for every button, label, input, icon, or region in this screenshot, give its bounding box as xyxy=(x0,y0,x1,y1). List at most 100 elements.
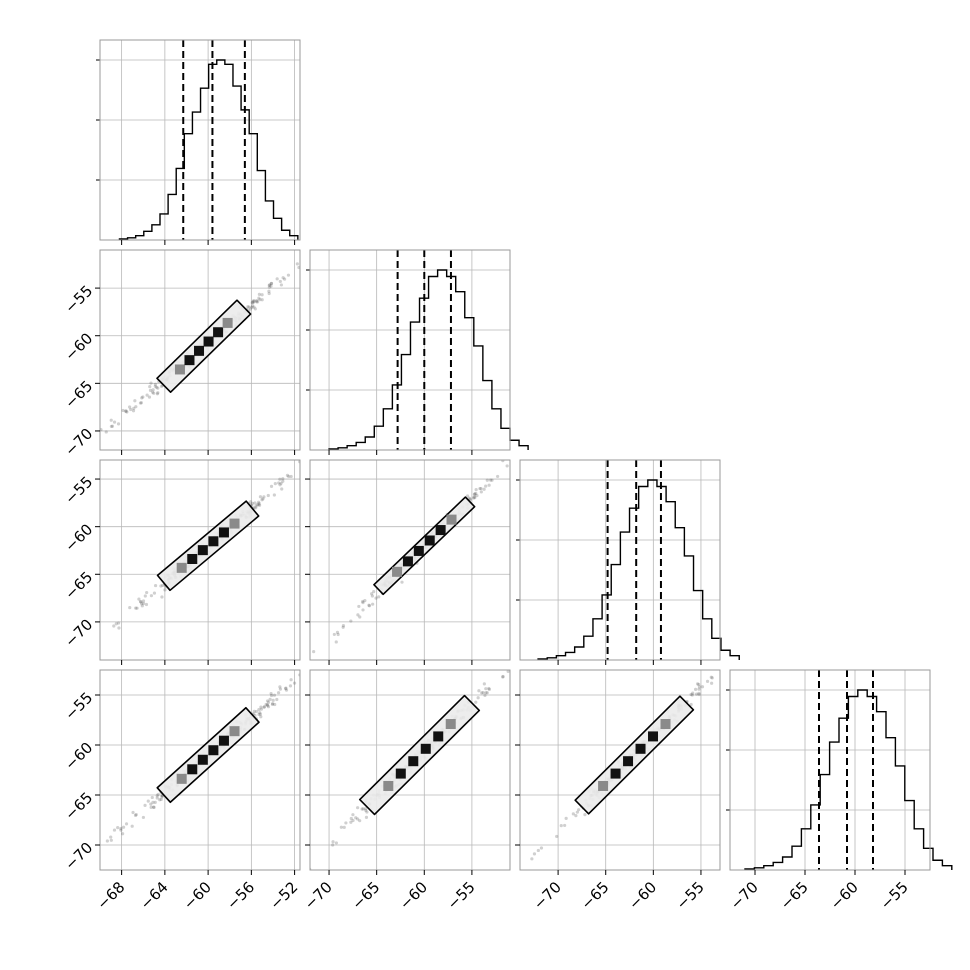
panel-frame-0-2 xyxy=(99,459,301,661)
scatter-point xyxy=(697,687,701,691)
scatter-point xyxy=(149,805,153,809)
scatter-point xyxy=(153,384,157,388)
scatter-point xyxy=(356,817,360,821)
scatter-point xyxy=(247,305,251,309)
scatter-point xyxy=(257,503,262,507)
scatter-point xyxy=(259,715,263,719)
scatter-point xyxy=(559,824,563,828)
scatter-point xyxy=(269,281,274,286)
scatter-point xyxy=(335,630,340,635)
scatter-point xyxy=(371,602,375,606)
scatter-point xyxy=(312,661,315,664)
scatter-point xyxy=(148,388,153,392)
scatter-point xyxy=(312,650,316,654)
scatter-point xyxy=(516,449,519,452)
histogram-panel-0 xyxy=(96,39,301,241)
scatter-point xyxy=(474,491,478,496)
scatter-point xyxy=(121,825,126,829)
scatter-point xyxy=(689,702,693,707)
scatter-point xyxy=(119,828,123,832)
scatter-point xyxy=(501,674,505,679)
scatter-point xyxy=(575,810,579,814)
scatter-point xyxy=(267,291,271,296)
density-cell-2-3-4 xyxy=(648,731,659,742)
scatter-point xyxy=(265,703,270,708)
scatter-point xyxy=(268,697,272,701)
histogram-panel-3 xyxy=(726,669,953,871)
scatter-point xyxy=(138,401,143,405)
scatter-point xyxy=(261,497,265,501)
scatter-point xyxy=(109,835,113,839)
scatter-point xyxy=(260,498,264,502)
scatter-point xyxy=(153,382,158,386)
scatter-point xyxy=(139,401,143,405)
scatter-point xyxy=(147,395,152,399)
scatter-point xyxy=(95,853,98,856)
ytick-label-1-3: −70 xyxy=(61,425,96,460)
density-cell-0-2-2 xyxy=(197,545,208,556)
scatter-clip-0-2 xyxy=(100,460,300,660)
scatter-point xyxy=(332,632,336,637)
scatter-point xyxy=(131,409,136,413)
scatter-point xyxy=(145,590,149,595)
scatter-point xyxy=(367,604,372,608)
scatter-point xyxy=(484,484,488,488)
scatter-point xyxy=(262,705,266,709)
histogram-steps-1 xyxy=(328,269,529,450)
scatter-point xyxy=(336,632,340,637)
scatter-point xyxy=(363,599,367,603)
scatter-point xyxy=(246,305,250,309)
panel-frame-0-1 xyxy=(99,249,301,451)
scatter-point xyxy=(285,473,290,477)
scatter-point xyxy=(272,493,276,497)
scatter-point xyxy=(269,284,273,288)
density-cell-1-3-5 xyxy=(445,719,456,730)
xtick-label-0-2: −60 xyxy=(180,878,215,913)
density-cell-0-3-2 xyxy=(197,754,208,765)
scatter-point xyxy=(252,299,256,304)
ytick-label-2-1: −60 xyxy=(61,520,96,555)
density-cell-1-3-3 xyxy=(420,743,431,754)
panel-frame-1-2 xyxy=(309,459,511,661)
scatter-point xyxy=(487,686,491,691)
scatter-point xyxy=(709,675,713,679)
scatter-point xyxy=(349,820,353,824)
scatter-point xyxy=(472,492,477,496)
scatter-point xyxy=(140,602,144,606)
scatter-point xyxy=(260,293,264,297)
density-cell-1-2-1 xyxy=(402,556,413,567)
scatter-point xyxy=(252,709,256,713)
scatter-point xyxy=(112,828,117,832)
scatter-point xyxy=(351,813,355,817)
scatter-point xyxy=(278,483,282,487)
scatter-point xyxy=(691,691,695,695)
scatter-point xyxy=(131,810,135,815)
scatter-point xyxy=(134,405,138,409)
scatter-point xyxy=(152,591,157,595)
scatter-point xyxy=(271,701,275,706)
scatter-point xyxy=(159,797,163,802)
scatter-point xyxy=(363,807,368,811)
histogram-panel-2 xyxy=(516,459,740,661)
scatter-point xyxy=(361,600,365,605)
density-cell-0-3-4 xyxy=(218,735,229,746)
scatter-point xyxy=(255,300,260,304)
scatter-point xyxy=(400,580,404,584)
scatter-point xyxy=(121,408,125,413)
scatter-point xyxy=(280,487,284,491)
scatter-point xyxy=(124,409,128,413)
scatter-point xyxy=(468,497,472,501)
scatter-point xyxy=(374,596,378,600)
density-cell-1-2-0 xyxy=(392,566,403,577)
scatter-point xyxy=(258,712,262,716)
scatter-point xyxy=(361,599,365,604)
scatter-point xyxy=(254,506,258,510)
density-cell-2-3-1 xyxy=(610,768,621,779)
scatter-point xyxy=(349,816,353,821)
density-cell-0-1-2 xyxy=(194,345,205,356)
scatter-point xyxy=(490,478,494,482)
scatter-clip-2-3 xyxy=(520,670,720,870)
scatter-point xyxy=(302,866,305,869)
scatter-point xyxy=(254,504,258,508)
scatter-point xyxy=(465,494,470,498)
